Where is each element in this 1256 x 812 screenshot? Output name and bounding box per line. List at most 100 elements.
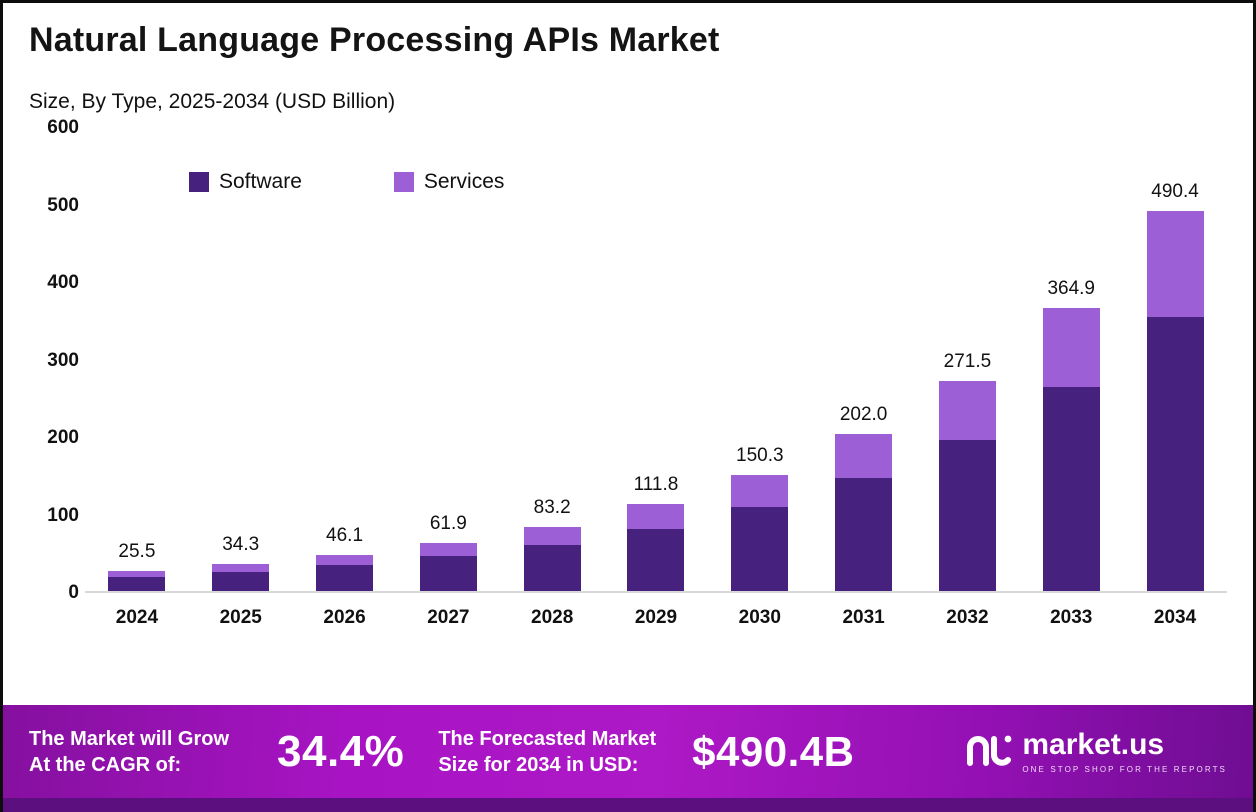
x-axis-label-2026: 2026 (323, 607, 366, 628)
bar-segment-software (835, 478, 893, 591)
bar-total-label: 271.5 (943, 350, 992, 372)
bar-segment-software (212, 571, 270, 591)
bar-segment-services (212, 564, 270, 572)
bar-stack-2031 (835, 434, 893, 591)
y-tick-label: 400 (47, 272, 79, 293)
bar-segment-services (1146, 210, 1204, 318)
legend-label: Services (423, 170, 505, 193)
brand-tagline: ONE STOP SHOP FOR THE REPORTS (1022, 764, 1227, 774)
bar-total-label: 25.5 (118, 541, 156, 563)
bar-segment-software (108, 576, 166, 591)
chart-legend: Software Services (189, 170, 504, 194)
chart-region: 0 100 200 300 400 500 600 Software Services 25.… (29, 117, 1227, 629)
y-tick-label: 300 (47, 349, 79, 371)
cagr-line2: At the CAGR of: (29, 753, 182, 776)
bar-total-label: 150.3 (736, 444, 784, 466)
bar-segment-software (627, 528, 685, 591)
bar-segment-services (419, 543, 477, 557)
brand-name: market.us (1022, 727, 1165, 761)
bar-segment-software (316, 565, 374, 591)
market-us-logo-icon (964, 727, 1012, 776)
cagr-line1: The Market will Grow (29, 727, 230, 750)
bar-stack-2034 (1146, 210, 1204, 591)
bar-segment-software (1146, 317, 1204, 591)
x-axis: 2024 2025 2026 2027 2028 2029 2030 2031 2032 2033… (85, 607, 1227, 629)
brand-block: market.us ONE STOP SHOP FOR THE REPORTS (964, 727, 1227, 776)
x-axis-label-2024: 2024 (115, 607, 159, 628)
bar-slot-2032: 271.5 (917, 351, 1017, 591)
legend-item-software: Software (189, 170, 302, 194)
bar-total-label: 34.3 (222, 534, 260, 556)
footer-banner: The Market will Grow At the CAGR of: 34.… (3, 705, 1253, 799)
x-axis-label-2034: 2034 (1153, 607, 1197, 628)
bar-segment-services (938, 380, 996, 440)
forecast-text: The Forecasted Market Size for 2034 in U… (438, 726, 656, 778)
forecast-value: $490.4B (692, 727, 855, 775)
bar-stack-2028 (523, 526, 581, 591)
y-tick-label: 100 (47, 504, 79, 526)
bar-slot-2033: 364.9 (1021, 278, 1121, 591)
bar-slot-2027: 61.9 (398, 513, 498, 591)
bar-stack-2027 (419, 543, 477, 591)
plot-wrap: Software Services 25.5 34.3 46.1 61.9 83.2 111… (85, 128, 1227, 629)
footer-strip (3, 798, 1253, 812)
forecast-line1: The Forecasted Market (438, 727, 657, 750)
page-title: Natural Language Processing APIs Market (29, 21, 720, 59)
bar-slot-2029: 111.8 (606, 474, 706, 591)
bar-slot-2028: 83.2 (502, 497, 602, 591)
y-tick-label: 0 (68, 582, 79, 603)
bar-segment-software (1042, 387, 1100, 591)
cagr-value: 34.4% (277, 726, 405, 776)
x-axis-label-2028: 2028 (531, 607, 574, 628)
bar-segment-services (731, 474, 789, 508)
y-tick-label: 200 (47, 427, 79, 448)
bar-slot-2024: 25.5 (87, 541, 187, 591)
bar-stack-2032 (938, 380, 996, 591)
chart-subtitle: Size, By Type, 2025-2034 (USD Billion) (29, 90, 396, 113)
bar-segment-software (731, 507, 789, 591)
y-tick-label: 500 (47, 194, 79, 216)
x-axis-label-2025: 2025 (219, 607, 262, 628)
bar-segment-services (108, 571, 166, 577)
x-axis-label-2033: 2033 (1050, 607, 1093, 628)
bar-total-label: 111.8 (633, 474, 679, 496)
bar-slot-2030: 150.3 (710, 445, 810, 591)
bar-segment-software (523, 544, 581, 591)
bar-slot-2031: 202.0 (814, 404, 914, 591)
legend-swatch-software (189, 172, 209, 192)
bar-total-label: 61.9 (429, 513, 467, 535)
bar-total-label: 490.4 (1151, 180, 1199, 202)
x-axis-label-2032: 2032 (946, 607, 989, 628)
legend-label: Software (219, 170, 302, 193)
bar-slot-2025: 34.3 (191, 534, 291, 591)
bar-segment-services (523, 526, 581, 545)
bar-stack-2029 (627, 504, 685, 591)
bar-segment-services (316, 555, 374, 566)
cagr-text: The Market will Grow At the CAGR of: (29, 726, 229, 778)
bar-total-label: 364.9 (1047, 278, 1095, 300)
x-axis-label-2027: 2027 (427, 607, 470, 628)
bar-stack-2024 (108, 571, 166, 591)
bar-stack-2025 (212, 564, 270, 591)
bar-segment-software (419, 556, 477, 591)
bar-total-label: 202.0 (839, 404, 888, 426)
chart-card: Natural Language Processing APIs Market … (3, 3, 1253, 705)
bar-segment-services (835, 434, 893, 479)
bar-segment-services (1042, 308, 1100, 388)
bar-stack-2030 (731, 474, 789, 591)
y-tick-label: 600 (47, 117, 79, 138)
x-axis-label-2031: 2031 (842, 607, 885, 628)
bar-stack-2026 (316, 555, 374, 591)
bar-stack-2033 (1042, 308, 1100, 591)
x-axis-label-2029: 2029 (634, 607, 678, 628)
bar-total-label: 46.1 (326, 525, 364, 547)
legend-item-services: Services (393, 170, 505, 194)
plot-area: 25.5 34.3 46.1 61.9 83.2 111.8 150.3 202.0 271.5… (85, 128, 1227, 593)
y-axis: 0 100 200 300 400 500 600 (29, 117, 85, 603)
bar-total-label: 83.2 (533, 496, 571, 518)
x-axis-label-2030: 2030 (738, 607, 781, 628)
legend-swatch-services (393, 172, 414, 192)
bar-slot-2034: 490.4 (1125, 181, 1225, 591)
forecast-line2: Size for 2034 in USD: (438, 753, 639, 776)
